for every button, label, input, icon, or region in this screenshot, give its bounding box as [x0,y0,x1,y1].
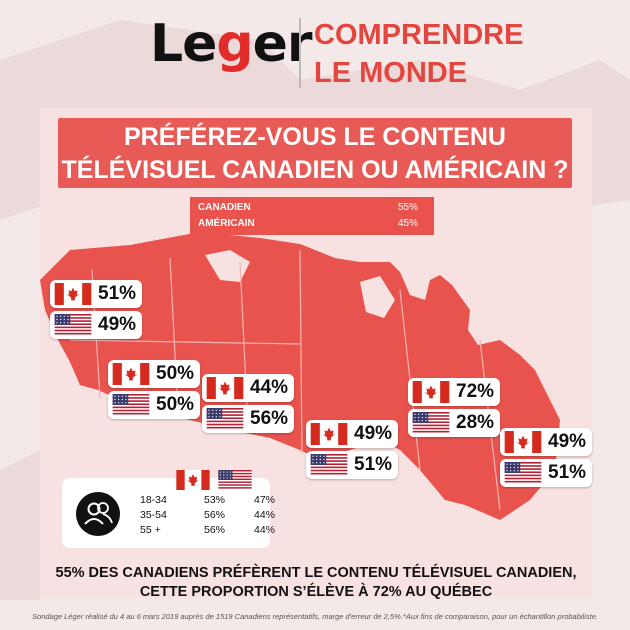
region-american-pill: 51% [500,459,593,490]
usa-flag-icon [112,394,150,422]
region-canadian-value: 49% [354,423,393,444]
region-canadian-value: 49% [548,431,587,452]
conclusion-line2: CETTE PROPORTION S’ÉLÈVE À 72% AU QUÉBEC [139,584,493,600]
people-icon [76,492,120,536]
conclusion-line1: 55% DES CANADIENS PRÉFÈRENT LE CONTENU T… [55,565,577,581]
usa-flag-icon [504,462,542,490]
age-row: 35-54 56% 44% [140,509,276,521]
canada-shape [40,232,560,520]
region-american-value: 56% [250,408,289,429]
usa-flag-icon [310,454,348,482]
region-american-pill: 49% [50,311,143,342]
header: Leger COMPRENDRE LE MONDE [0,0,630,108]
tagline-line1: COMPRENDRE [314,19,524,51]
region-canadian-value: 50% [156,363,195,384]
canada-flag-icon [504,431,542,459]
region-american-value: 51% [354,454,393,475]
region-american-pill: 28% [408,409,501,440]
region-canadian-pill: 72% [408,378,501,409]
tagline: COMPRENDRE LE MONDE [314,16,523,92]
canada-flag-icon [54,283,92,311]
region-american-pill: 56% [202,405,295,436]
canada-flag-icon [412,381,450,409]
region-canadian-pill: 50% [108,360,201,391]
lake-1 [205,250,250,282]
region-american-value: 50% [156,394,195,415]
canada-flag-icon [176,470,210,495]
leger-logo: Leger [150,14,313,74]
usa-flag-icon [412,412,450,440]
overall-row-canadian: CANADIEN 55% [198,202,418,213]
region-canadian-pill: 51% [50,280,143,311]
region-canadian-value: 72% [456,381,495,402]
conclusion: 55% DES CANADIENS PRÉFÈRENT LE CONTENU T… [40,564,592,602]
region-canadian-pill: 49% [306,420,399,451]
question-line2: TÉLÉVISUEL CANADIEN OU AMÉRICAIN ? [61,156,569,184]
canada-flag-icon [206,377,244,405]
region-canadian-pill: 44% [202,374,295,405]
age-table: 18-34 53% 47% 35-54 56% 44% 55 + 56% 44% [140,494,320,539]
age-row: 18-34 53% 47% [140,494,276,506]
region-american-pill: 50% [108,391,201,422]
canada-flag-icon [310,423,348,451]
region-canadian-pill: 49% [500,428,593,459]
overall-row-american: AMÉRICAIN 45% [198,218,418,229]
question-line1: PRÉFÉREZ-VOUS LE CONTENU [124,123,506,151]
region-american-pill: 51% [306,451,399,482]
question-banner: PRÉFÉREZ-VOUS LE CONTENU TÉLÉVISUEL CANA… [58,118,572,188]
hudson-bay [360,276,395,318]
region-canadian-value: 44% [250,377,289,398]
tagline-line2: LE MONDE [314,57,468,89]
usa-flag-icon [218,470,252,495]
usa-flag-icon [54,314,92,342]
region-american-value: 28% [456,412,495,433]
canada-flag-icon [112,363,150,391]
region-canadian-value: 51% [98,283,137,304]
header-divider [299,18,301,88]
usa-flag-icon [206,408,244,436]
overall-results: CANADIEN 55% AMÉRICAIN 45% [190,197,434,235]
footnote: Sondage Léger réalisé du 4 au 6 mars 201… [32,612,598,621]
region-american-value: 51% [548,462,587,483]
age-row: 55 + 56% 44% [140,524,276,536]
region-american-value: 49% [98,314,137,335]
